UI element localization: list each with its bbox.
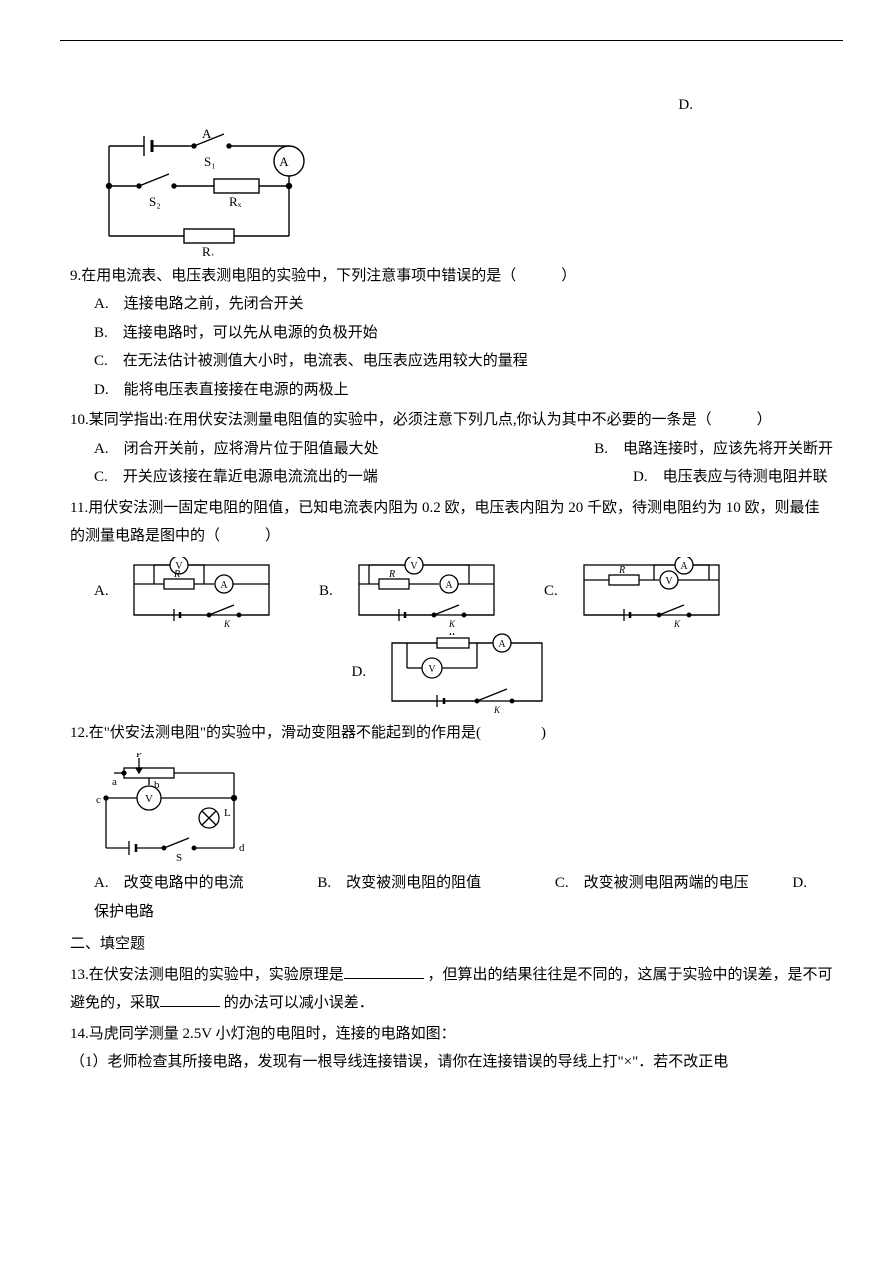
q10-opt-b: B. 电路连接时，应该先将开关断开 <box>594 435 833 464</box>
circuit-12: P a b c d V L S <box>94 753 254 863</box>
q12-stem: 12.在"伏安法测电阻"的实验中，滑动变阻器不能起到的作用是( ) <box>70 719 833 748</box>
svg-text:K: K <box>493 705 501 713</box>
q12-opt-b: B. 改变被测电阻的阻值 <box>317 875 481 891</box>
q13-blank-2[interactable] <box>160 991 220 1008</box>
q9-opt-c: C. 在无法估计被测值大小时，电流表、电压表应选用较大的量程 <box>70 347 833 376</box>
q9-stem: 9.在用电流表、电压表测电阻的实验中，下列注意事项中错误的是（ ） <box>70 262 833 291</box>
svg-text:K: K <box>223 619 231 627</box>
question-11: 11.用伏安法测一固定电阻的阻值，已知电流表内阻为 0.2 欧，电压表内阻为 2… <box>70 494 833 713</box>
q11-label-b: B. <box>319 577 339 606</box>
svg-text:S: S <box>176 852 182 863</box>
q13-pre: 13.在伏安法测电阻的实验中，实验原理是 <box>70 967 344 983</box>
svg-text:a: a <box>112 776 117 788</box>
svg-text:b: b <box>154 779 160 791</box>
label-r1: R₁ <box>202 244 215 256</box>
circuit-11b: V R A K <box>349 557 504 627</box>
q12-opt-c: C. 改变被测电阻两端的电压 <box>555 875 749 891</box>
q9-opt-d: D. 能将电压表直接接在电源的两极上 <box>70 376 833 405</box>
q10-opt-c: C. 开关应该接在靠近电源电流流出的一端 <box>94 469 378 485</box>
q13-post: 的办法可以减小误差． <box>220 995 374 1011</box>
svg-text:c: c <box>96 794 101 806</box>
section-2-heading: 二、填空题 <box>70 930 833 959</box>
label-a-top: A <box>202 126 212 141</box>
q10-opt-d: D. 电压表应与待测电阻并联 <box>633 463 833 492</box>
q11-label-c: C. <box>544 577 564 606</box>
circuit-11a: V R A K <box>124 557 279 627</box>
svg-text:V: V <box>410 561 418 572</box>
svg-text:V: V <box>145 793 153 805</box>
question-10: 10.某同学指出:在用伏安法测量电阻值的实验中，必须注意下列几点,你认为其中不必… <box>70 406 833 492</box>
label-s2: S₂ <box>149 194 161 209</box>
label-s1: S₁ <box>204 154 216 169</box>
q14-stem: 14.马虎同学测量 2.5V 小灯泡的电阻时，连接的电路如图： <box>70 1020 833 1049</box>
q11-stem: 11.用伏安法测一固定电阻的阻值，已知电流表内阻为 0.2 欧，电压表内阻为 2… <box>70 494 833 551</box>
svg-text:R: R <box>618 565 625 576</box>
svg-text:A: A <box>220 580 228 591</box>
question-13: 13.在伏安法测电阻的实验中，实验原理是 ，但算出的结果往往是不同的，这属于实验… <box>70 961 833 1018</box>
svg-text:L: L <box>224 807 231 819</box>
svg-text:A: A <box>680 561 688 572</box>
q9-opt-a: A. 连接电路之前，先闭合开关 <box>70 290 833 319</box>
circuit-11c: A R V K <box>574 557 729 627</box>
q14-p1: （1）老师检查其所接电路，发现有一根导线连接错误，请你在连接错误的导线上打"×"… <box>70 1048 833 1077</box>
svg-text:K: K <box>673 619 681 627</box>
svg-text:P: P <box>136 753 142 760</box>
svg-text:V: V <box>665 576 673 587</box>
svg-text:A: A <box>445 580 453 591</box>
label-ammeter: A <box>279 154 289 169</box>
option-d-prev-question: D. <box>70 91 833 120</box>
label-rx: Rₓ <box>229 194 242 209</box>
q11-label-d: D. <box>352 658 372 687</box>
circuit-figure-8d: A A S₁ S₂ Rₓ R₁ <box>94 126 833 256</box>
circuit-11d: R A V K <box>382 633 552 713</box>
svg-text:K: K <box>448 619 456 627</box>
question-9: 9.在用电流表、电压表测电阻的实验中，下列注意事项中错误的是（ ） A. 连接电… <box>70 262 833 405</box>
svg-text:R: R <box>388 569 395 580</box>
svg-text:V: V <box>428 664 436 675</box>
q11-label-a: A. <box>94 577 114 606</box>
svg-text:R: R <box>173 569 180 580</box>
q13-blank-1[interactable] <box>344 962 424 979</box>
question-12: 12.在"伏安法测电阻"的实验中，滑动变阻器不能起到的作用是( ) <box>70 719 833 927</box>
q10-stem: 10.某同学指出:在用伏安法测量电阻值的实验中，必须注意下列几点,你认为其中不必… <box>70 406 833 435</box>
question-14: 14.马虎同学测量 2.5V 小灯泡的电阻时，连接的电路如图： （1）老师检查其… <box>70 1020 833 1077</box>
svg-text:d: d <box>239 842 245 854</box>
q9-opt-b: B. 连接电路时，可以先从电源的负极开始 <box>70 319 833 348</box>
svg-text:R: R <box>448 633 455 638</box>
svg-text:A: A <box>498 639 506 650</box>
q12-opt-a: A. 改变电路中的电流 <box>94 875 244 891</box>
q10-opt-a: A. 闭合开关前，应将滑片位于阻值最大处 <box>94 441 379 457</box>
